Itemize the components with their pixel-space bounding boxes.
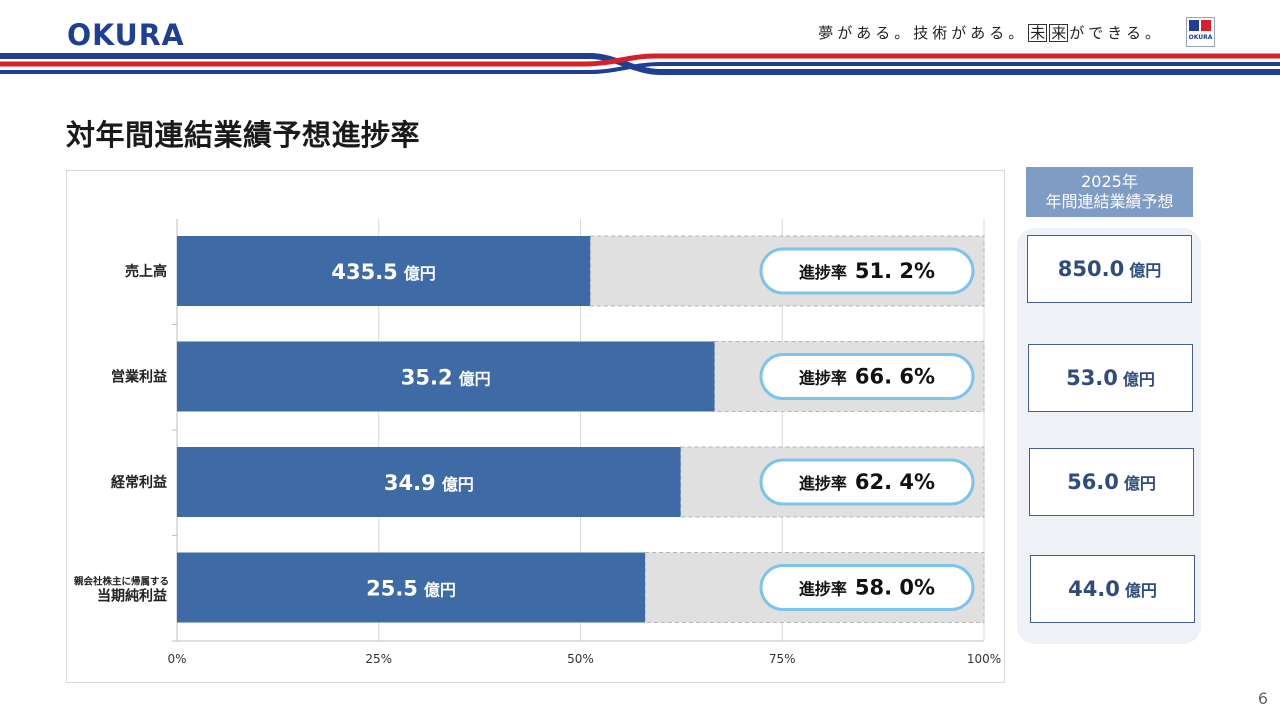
bar-value-unit: 億円 [442, 475, 474, 494]
progress-label: 進捗率 [799, 369, 847, 388]
progress-label: 進捗率 [799, 474, 847, 493]
tagline-part1: 夢がある。技術がある。 [818, 24, 1028, 42]
bar-value-number: 34.9 [384, 471, 436, 495]
mini-logo-blue-square [1189, 20, 1199, 31]
progress-bar-chart: 0% 25% 50% 75% 100%売上高 435.5 億円 進捗率 51. 2%営業利益 35… [74, 219, 1001, 666]
page-number: 6 [1257, 689, 1268, 708]
category-label: 営業利益 [111, 369, 167, 386]
tagline-boxed-char-2: 来 [1049, 24, 1069, 42]
header-stripes [0, 53, 1280, 75]
category-label: 売上高 [125, 263, 167, 280]
progress-value: 58. 0% [855, 576, 935, 600]
forecast-value: 44.0 [1068, 577, 1120, 601]
progress-value: 66. 6% [855, 365, 935, 389]
okura-mini-logo: OKURA [1186, 17, 1215, 47]
forecast-header-year: 2025年 [1081, 172, 1138, 191]
bar-value-label: 35.2 億円 [401, 366, 491, 390]
bar-actual [177, 552, 646, 623]
category-label-sub: 親会社株主に帰属する [74, 576, 169, 588]
forecast-value-box: 56.0 億円 [1029, 448, 1194, 516]
bar-actual [177, 341, 715, 412]
forecast-header: 2025年 年間連結業績予想 [1026, 167, 1193, 217]
progress-pill [759, 564, 975, 611]
progress-label: 進捗率 [799, 263, 847, 282]
progress-label: 進捗率 [799, 580, 847, 599]
category-label: 経常利益 [111, 474, 167, 491]
progress-pill-text: 進捗率 66. 6% [799, 365, 935, 389]
progress-pill-text: 進捗率 51. 2% [799, 259, 935, 283]
x-tick-label: 50% [567, 652, 594, 666]
bar-value-label: 435.5 億円 [331, 260, 435, 284]
bar-value-number: 35.2 [401, 366, 453, 390]
mini-logo-red-square [1201, 20, 1211, 31]
forecast-unit: 億円 [1124, 581, 1157, 600]
x-tick-label: 0% [167, 652, 186, 666]
forecast-header-title: 年間連結業績予想 [1045, 192, 1174, 211]
forecast-unit: 億円 [1123, 474, 1156, 493]
bar-value-number: 435.5 [331, 260, 397, 284]
okura-logo: OKURA [67, 18, 185, 52]
progress-pill [759, 247, 975, 295]
bar-value-unit: 億円 [459, 370, 491, 389]
forecast-unit: 億円 [1122, 370, 1155, 389]
bar-value-unit: 億円 [404, 264, 436, 283]
tagline-boxed-char-1: 未 [1028, 24, 1048, 42]
x-tick-label: 100% [967, 652, 1001, 666]
progress-pill-text: 進捗率 62. 4% [799, 470, 935, 494]
bar-value-label: 25.5 億円 [366, 577, 456, 601]
progress-pill [759, 458, 975, 506]
x-tick-label: 25% [365, 652, 392, 666]
forecast-value-box: 53.0 億円 [1028, 344, 1193, 412]
forecast-value: 850.0 [1057, 257, 1125, 281]
forecast-value: 53.0 [1066, 366, 1118, 390]
category-label: 当期純利益 [97, 588, 167, 605]
bar-actual [177, 236, 591, 306]
progress-pill [759, 353, 975, 400]
bar-value-unit: 億円 [424, 581, 456, 600]
progress-value: 51. 2% [855, 259, 935, 283]
forecast-value-box: 44.0 億円 [1030, 555, 1195, 623]
tagline-part2: ができる。 [1069, 24, 1164, 42]
x-tick-label: 75% [769, 652, 796, 666]
bar-value-label: 34.9 億円 [384, 471, 474, 495]
mini-logo-text: OKURA [1188, 34, 1213, 41]
progress-value: 62. 4% [855, 470, 935, 494]
page-title: 対年間連結業績予想進捗率 [66, 118, 421, 152]
forecast-unit: 億円 [1129, 261, 1162, 280]
bar-value-number: 25.5 [366, 577, 418, 601]
chart-frame: 0% 25% 50% 75% 100% 売上高 435.5 億円 進捗率 51. 2% 営業利益 35… [66, 170, 1005, 683]
tagline: 夢がある。技術がある。未来ができる。 [818, 22, 1164, 43]
forecast-value-box: 850.0 億円 [1027, 235, 1192, 303]
bar-actual [177, 447, 681, 517]
progress-pill-text: 進捗率 58. 0% [799, 576, 935, 600]
forecast-value: 56.0 [1067, 470, 1119, 494]
